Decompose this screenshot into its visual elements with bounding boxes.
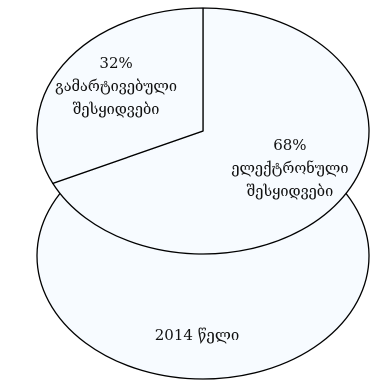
pie-slice-1 [52,7,370,255]
slice-1-category-label: ელექტრონული [231,159,348,177]
slice-2-category-label: გამარტივებული [55,78,177,95]
slice-2-category-label: შესყიდვები [73,101,160,118]
pie-slices [36,7,370,255]
pie-labels: 68% ელექტრონული შესყიდვები 32% გამარტივებული… [55,54,348,200]
slice-1-category-label: შესყიდვები [247,183,334,200]
chart-caption: 2014 წელი [155,326,239,344]
slice-2-value-label: 32% [99,54,132,72]
slice-1-value-label: 68% [273,136,306,154]
pie-slice-2 [36,7,204,185]
